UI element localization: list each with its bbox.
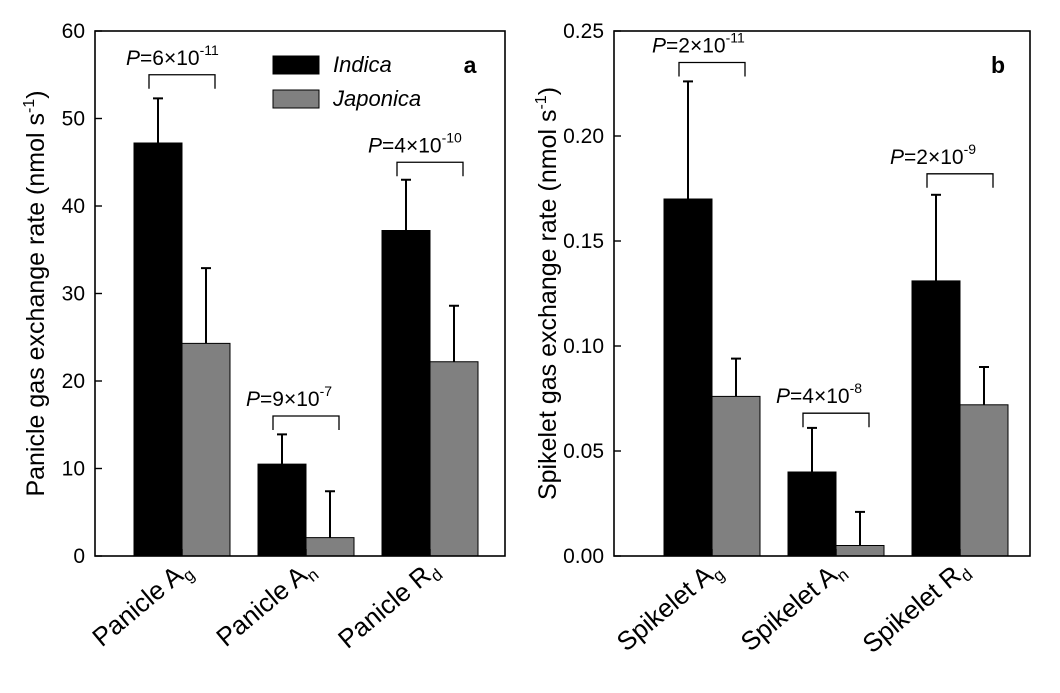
y-tick-label: 0 — [73, 545, 85, 568]
p-value-symbol: P — [368, 134, 382, 157]
y-axis-label: Panicle gas exchange rate (nmol s-1) — [21, 90, 50, 496]
y-tick-label: 0.00 — [563, 545, 604, 568]
y-tick-label: 10 — [62, 458, 85, 481]
p-value-annotation: P=6×10-11 — [126, 42, 219, 70]
x-tick-label: Panicle Ag — [86, 554, 198, 656]
x-tick-label: Spikelet An — [735, 554, 853, 660]
x-tick-label: Spikelet Ag — [611, 554, 729, 660]
y-axis-label-text: Panicle gas exchange rate (nmol s — [22, 113, 50, 497]
y-axis-label-close: ) — [22, 90, 50, 98]
p-value-symbol: P — [246, 388, 260, 411]
significance-bracket — [926, 173, 994, 188]
p-value-text: =2×10 — [666, 35, 726, 58]
p-value-text: =4×10 — [382, 134, 442, 157]
y-tick-label: 40 — [62, 195, 85, 218]
x-label-base: Panicle A — [210, 559, 313, 652]
bar-indica-2 — [381, 230, 431, 557]
bar-japonica-1 — [305, 537, 355, 557]
significance-bracket — [396, 161, 464, 177]
p-value-annotation: P=2×10-11 — [652, 30, 745, 58]
p-value-exponent: -11 — [726, 30, 745, 46]
p-value-exponent: -9 — [964, 141, 977, 157]
bar-japonica-1 — [835, 545, 885, 557]
p-value-symbol: P — [776, 385, 790, 408]
bar-indica-1 — [257, 463, 307, 557]
y-tick-label: 0.20 — [563, 125, 604, 148]
legend-swatch-indica — [272, 55, 320, 75]
y-axis-label-sup: -1 — [21, 99, 38, 113]
p-value-annotation: P=4×10-8 — [776, 380, 862, 408]
x-label-base: Spikelet A — [735, 559, 843, 657]
y-axis-label-close: ) — [534, 87, 562, 95]
y-axis-label-text: Spikelet gas exchange rate (nmol s — [534, 110, 562, 501]
y-tick-label: 0.25 — [563, 20, 604, 43]
p-value-text: =9×10 — [260, 388, 320, 411]
significance-bracket — [148, 74, 216, 89]
p-value-exponent: -8 — [850, 380, 863, 396]
x-label-base: Spikelet A — [611, 559, 719, 657]
x-tick-label: Panicle Rd — [332, 554, 446, 658]
bar-japonica-2 — [959, 404, 1009, 557]
p-value-text: =2×10 — [904, 146, 964, 169]
y-tick-label: 0.10 — [563, 335, 604, 358]
plot-frame — [613, 30, 1031, 557]
p-value-text: =6×10 — [140, 47, 200, 70]
legend-swatch-japonica — [272, 89, 320, 109]
y-tick-label: 30 — [62, 283, 85, 306]
p-value-exponent: -10 — [442, 129, 462, 145]
x-label-base: Spikelet R — [857, 560, 967, 659]
p-value-annotation: P=4×10-10 — [368, 129, 462, 157]
p-value-exponent: -11 — [200, 42, 219, 58]
y-tick-label: 50 — [62, 108, 85, 131]
x-tick-label: Panicle An — [210, 554, 322, 656]
panel-label: b — [991, 52, 1005, 78]
bar-japonica-0 — [711, 395, 761, 557]
y-tick-label: 60 — [62, 20, 85, 43]
x-label-base: Panicle A — [86, 559, 189, 652]
y-axis-label-sup: -1 — [533, 95, 550, 109]
p-value-symbol: P — [126, 47, 140, 70]
panel-label: a — [464, 52, 477, 78]
significance-bracket — [272, 415, 340, 430]
p-value-text: =4×10 — [790, 385, 850, 408]
p-value-exponent: -7 — [320, 383, 333, 399]
legend-label-indica: Indica — [333, 52, 392, 77]
y-tick-label: 0.05 — [563, 440, 604, 463]
p-value-annotation: P=9×10-7 — [246, 383, 332, 411]
bar-japonica-0 — [181, 342, 231, 557]
bar-indica-2 — [911, 280, 961, 557]
p-value-annotation: P=2×10-9 — [890, 141, 976, 169]
p-value-symbol: P — [890, 146, 904, 169]
y-tick-label: 0.15 — [563, 230, 604, 253]
significance-bracket — [678, 61, 746, 77]
bar-japonica-2 — [429, 361, 479, 557]
y-tick-label: 20 — [62, 370, 85, 393]
y-axis-label: Spikelet gas exchange rate (nmol s-1) — [533, 87, 562, 500]
bar-indica-0 — [133, 142, 183, 557]
x-label-base: Panicle R — [332, 560, 437, 655]
p-value-symbol: P — [652, 35, 666, 58]
bar-indica-1 — [787, 471, 837, 557]
significance-bracket — [802, 412, 870, 428]
legend-label-japonica: Japonica — [332, 86, 421, 111]
x-tick-label: Spikelet Rd — [857, 554, 977, 662]
bar-indica-0 — [663, 198, 713, 557]
